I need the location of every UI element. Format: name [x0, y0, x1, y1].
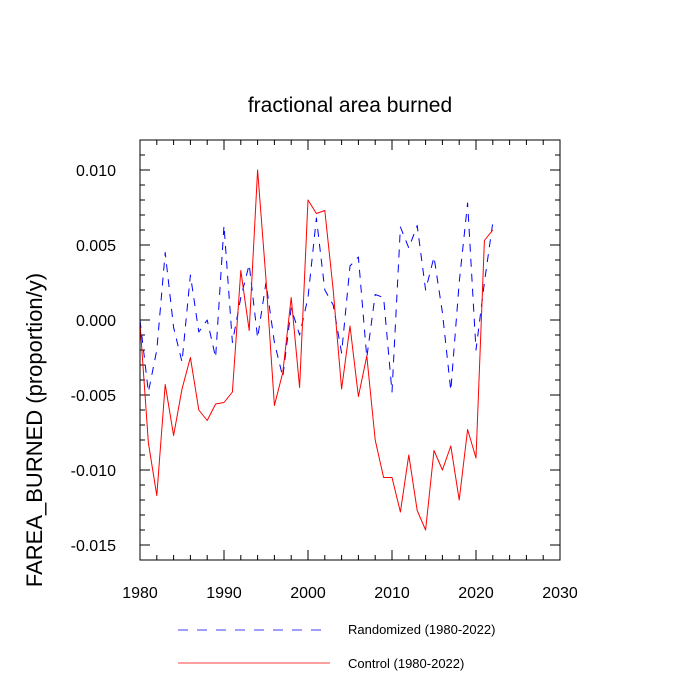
y-tick-label: -0.015: [71, 538, 116, 555]
series-lines: [139, 169, 494, 531]
x-tick-label: 2000: [290, 585, 326, 602]
legend: Randomized (1980-2022) Control (1980-202…: [178, 622, 495, 671]
y-tick-label: 0.005: [76, 238, 116, 255]
x-tick-label: 2030: [542, 585, 578, 602]
y-tick-label: 0.010: [76, 163, 116, 180]
x-tick-label: 2020: [458, 585, 494, 602]
axis-ticks: [139, 139, 561, 561]
series-line-control: [139, 169, 494, 531]
legend-label-control: Control (1980-2022): [348, 656, 464, 671]
legend-label-randomized: Randomized (1980-2022): [348, 622, 495, 637]
y-tick-label: -0.010: [71, 463, 116, 480]
plot-frame: [139, 139, 561, 561]
y-axis-label: FAREA_BURNED (proportion/y): [22, 273, 47, 587]
x-tick-label: 1980: [122, 585, 158, 602]
x-tick-label: 1990: [206, 585, 242, 602]
y-tick-label: -0.005: [71, 388, 116, 405]
series-line-randomized: [139, 202, 494, 393]
y-tick-label: 0.000: [76, 313, 116, 330]
chart-title: fractional area burned: [248, 94, 452, 117]
x-tick-label: 2010: [374, 585, 410, 602]
tick-labels: 1980 1990 2000 2010 2020 2030 -0.015 -0.010 -0.0…: [71, 163, 578, 602]
